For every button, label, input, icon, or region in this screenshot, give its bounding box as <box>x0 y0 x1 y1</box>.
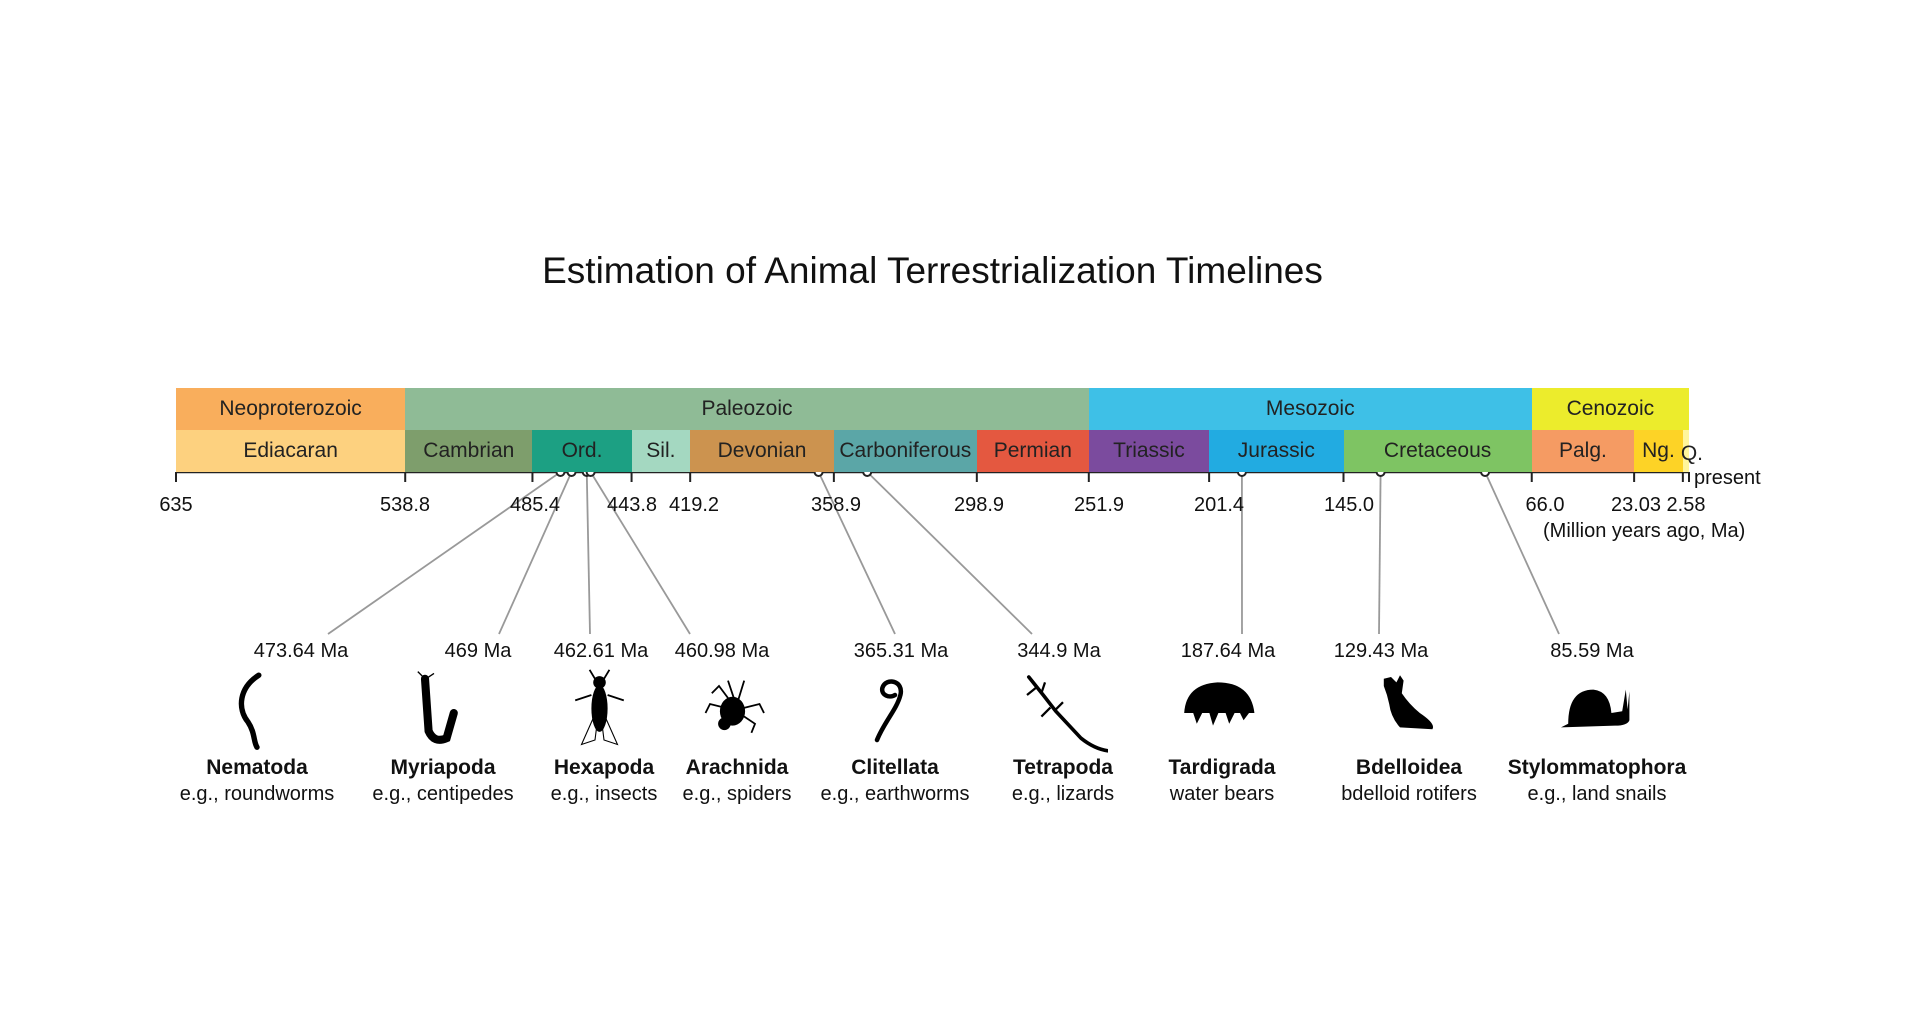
band-label: Carboniferous <box>839 439 972 462</box>
tick-label: 358.9 <box>810 494 862 516</box>
taxon-date: 344.9 Ma <box>1017 640 1101 662</box>
taxon-date: 460.98 Ma <box>674 640 770 662</box>
present-label: present <box>1694 467 1761 489</box>
band-label: Palg. <box>1558 439 1607 462</box>
era-paleozoic: Paleozoic <box>405 388 1089 430</box>
earthworm-icon <box>874 679 904 743</box>
spider-icon <box>704 680 765 734</box>
tick-label: 443.8 <box>606 494 658 516</box>
band-label: Ediacaran <box>243 439 338 462</box>
tick-label: 23.03 <box>1610 494 1662 516</box>
band-label: Triassic <box>1113 439 1185 462</box>
taxon-name: Bdelloidea <box>1355 756 1463 779</box>
tick-label: 485.4 <box>509 494 561 516</box>
taxon-date: 469 Ma <box>444 640 512 662</box>
taxon-example: e.g., earthworms <box>820 783 970 805</box>
taxon-example: bdelloid rotifers <box>1341 783 1477 805</box>
band-label: Permian <box>993 439 1072 462</box>
period-permian: Permian <box>976 430 1089 472</box>
nematode-icon <box>238 672 262 750</box>
tick-label: 538.8 <box>379 494 431 516</box>
tick-label: 419.2 <box>668 494 720 516</box>
band-label: Q. <box>1680 442 1704 465</box>
era-neoproterozoic: Neoproterozoic <box>176 388 406 430</box>
taxon-example: e.g., lizards <box>1011 783 1115 805</box>
era-mesozoic: Mesozoic <box>1088 388 1532 430</box>
connector-line <box>1484 471 1560 635</box>
period-palg: Palg. <box>1531 430 1635 472</box>
taxon-name: Myriapoda <box>390 756 496 779</box>
taxon-example: e.g., centipedes <box>372 783 514 805</box>
period-triassic: Triassic <box>1088 430 1210 472</box>
taxon-name: Stylommatophora <box>1507 756 1687 779</box>
period-carboniferous: Carboniferous <box>833 430 977 472</box>
period-cretaceous: Cretaceous <box>1343 430 1532 472</box>
connector-line <box>1378 471 1382 635</box>
taxon-name: Arachnida <box>685 756 789 779</box>
taxon-date: 473.64 Ma <box>253 640 349 662</box>
period-ediacaran: Ediacaran <box>176 430 406 472</box>
taxon-name: Tetrapoda <box>1013 756 1113 779</box>
period-jurassic: Jurassic <box>1209 430 1344 472</box>
band-label: Ord. <box>561 439 603 462</box>
tick-label: 251.9 <box>1073 494 1125 516</box>
connector-line <box>585 471 591 635</box>
centipede-icon <box>417 671 458 744</box>
period-ng: Ng. <box>1634 430 1683 472</box>
taxon-name: Clitellata <box>851 756 939 779</box>
taxon-date: 129.43 Ma <box>1333 640 1429 662</box>
tick-label: 66.0 <box>1525 494 1565 516</box>
taxon-date: 187.64 Ma <box>1180 640 1276 662</box>
band-label: Devonian <box>717 439 807 462</box>
taxon-date: 462.61 Ma <box>553 640 649 662</box>
connector-line <box>817 471 896 635</box>
tardigrade-icon <box>1184 682 1255 726</box>
taxon-example: e.g., insects <box>550 783 658 805</box>
taxon-name: Hexapoda <box>553 756 655 779</box>
tick-label: 635 <box>159 494 193 516</box>
axis-unit-label: (Million years ago, Ma) <box>1543 520 1746 542</box>
band-label: Cretaceous <box>1383 439 1492 462</box>
taxon-example: e.g., spiders <box>682 783 792 805</box>
band-label: Jurassic <box>1237 439 1315 462</box>
band-label: Ng. <box>1642 439 1675 462</box>
taxon-example: water bears <box>1169 783 1275 805</box>
period-q: Q. <box>1681 430 1703 472</box>
era-cenozoic: Cenozoic <box>1531 388 1689 430</box>
tick-label: 201.4 <box>1193 494 1245 516</box>
taxon-date: 85.59 Ma <box>1550 640 1634 662</box>
period-sil: Sil. <box>631 430 691 472</box>
taxon-example: e.g., land snails <box>1527 783 1667 805</box>
connector-line <box>327 471 561 635</box>
connector-line <box>498 471 573 635</box>
connector-line <box>866 471 1033 635</box>
band-label: Cenozoic <box>1566 397 1655 420</box>
period-ord: Ord. <box>532 430 632 472</box>
band-label: Neoproterozoic <box>219 397 362 420</box>
taxon-name: Tardigrada <box>1168 756 1276 779</box>
period-devonian: Devonian <box>690 430 834 472</box>
taxon-name: Nematoda <box>206 756 308 779</box>
lizard-icon <box>1026 675 1108 753</box>
connector-line <box>589 471 691 635</box>
band-label: Mesozoic <box>1265 397 1355 420</box>
snail-icon <box>1561 689 1630 728</box>
tick-label: 2.58 <box>1666 494 1706 516</box>
period-cambrian: Cambrian <box>405 430 533 472</box>
rotifer-icon <box>1383 675 1434 730</box>
taxon-date: 365.31 Ma <box>853 640 949 662</box>
band-label: Cambrian <box>423 439 515 462</box>
tick-label: 145.0 <box>1323 494 1375 516</box>
tick-label: 298.9 <box>953 494 1005 516</box>
diagram-title: Estimation of Animal Terrestrialization … <box>542 250 1323 291</box>
taxon-example: e.g., roundworms <box>179 783 335 805</box>
band-label: Sil. <box>646 439 676 462</box>
band-label: Paleozoic <box>701 397 793 420</box>
fly-icon <box>574 669 625 746</box>
